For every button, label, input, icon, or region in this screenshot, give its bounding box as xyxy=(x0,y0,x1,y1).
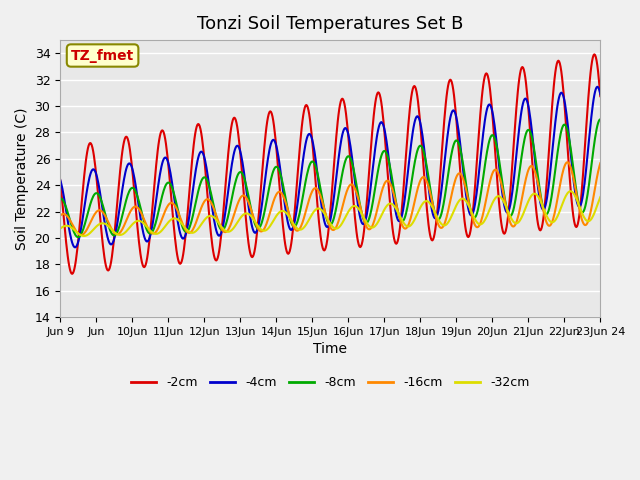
-4cm xyxy=(199,150,207,156)
-4cm xyxy=(593,84,601,90)
-32cm xyxy=(56,226,64,232)
Text: TZ_fmet: TZ_fmet xyxy=(71,48,134,62)
-16cm xyxy=(428,199,436,205)
-16cm xyxy=(375,199,383,205)
-16cm xyxy=(56,213,64,218)
Title: Tonzi Soil Temperatures Set B: Tonzi Soil Temperatures Set B xyxy=(197,15,463,33)
Line: -16cm: -16cm xyxy=(60,162,600,235)
-4cm xyxy=(548,156,556,162)
-2cm xyxy=(56,177,64,183)
Line: -8cm: -8cm xyxy=(60,119,600,237)
-4cm xyxy=(375,123,383,129)
-8cm xyxy=(175,214,183,219)
-8cm xyxy=(548,194,556,200)
X-axis label: Time: Time xyxy=(313,342,348,357)
-32cm xyxy=(175,218,183,224)
-32cm xyxy=(566,188,574,194)
Y-axis label: Soil Temperature (C): Soil Temperature (C) xyxy=(15,108,29,250)
-8cm xyxy=(56,195,64,201)
-32cm xyxy=(596,194,604,200)
-2cm xyxy=(548,111,556,117)
-2cm xyxy=(323,242,330,248)
-16cm xyxy=(175,213,183,218)
-4cm xyxy=(56,177,64,182)
-2cm xyxy=(199,141,207,146)
-2cm xyxy=(375,90,383,96)
-4cm xyxy=(596,91,604,97)
-4cm xyxy=(428,209,436,215)
-32cm xyxy=(428,204,436,210)
-16cm xyxy=(77,232,85,238)
-16cm xyxy=(548,220,556,226)
-4cm xyxy=(175,228,183,233)
-16cm xyxy=(199,202,207,207)
-4cm xyxy=(71,244,79,250)
-16cm xyxy=(323,214,330,220)
Legend: -2cm, -4cm, -8cm, -16cm, -32cm: -2cm, -4cm, -8cm, -16cm, -32cm xyxy=(126,371,534,394)
-4cm xyxy=(323,224,330,229)
-2cm xyxy=(591,51,598,57)
-32cm xyxy=(80,233,88,239)
Line: -2cm: -2cm xyxy=(60,54,600,274)
-16cm xyxy=(563,159,571,165)
-8cm xyxy=(428,198,436,204)
-8cm xyxy=(375,163,383,168)
-8cm xyxy=(323,216,330,221)
-32cm xyxy=(323,214,330,220)
-8cm xyxy=(74,234,82,240)
-2cm xyxy=(596,93,604,99)
-16cm xyxy=(596,160,604,166)
-2cm xyxy=(68,271,76,276)
-32cm xyxy=(548,219,556,225)
-32cm xyxy=(375,217,383,223)
Line: -32cm: -32cm xyxy=(60,191,600,236)
-32cm xyxy=(199,219,207,225)
-2cm xyxy=(428,238,436,243)
-8cm xyxy=(596,116,604,122)
Line: -4cm: -4cm xyxy=(60,87,600,247)
-8cm xyxy=(199,176,207,181)
-2cm xyxy=(175,261,183,266)
